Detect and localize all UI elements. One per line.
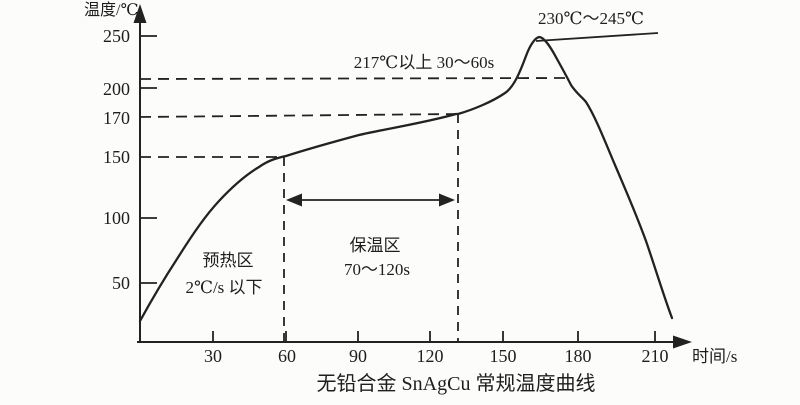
- soak-zone-duration-label: 70～120s: [344, 260, 410, 279]
- x-tick-label-60: 60: [278, 346, 296, 366]
- y-tick-label-200: 200: [103, 79, 130, 99]
- y-axis-arrowhead-icon: [133, 4, 147, 23]
- y-tick-label-50: 50: [112, 273, 130, 293]
- soak-arrow-left-head-icon: [286, 193, 302, 207]
- x-tick-label-90: 90: [349, 346, 367, 366]
- peak-callout-line: [535, 32, 659, 42]
- y-tick-label-170: 170: [103, 108, 130, 128]
- y-tick-label-150: 150: [103, 147, 130, 167]
- temperature-curve: [138, 35, 674, 323]
- preheat-rate-label: 2℃/s 以下: [185, 278, 262, 297]
- soak-arrow-right-head-icon: [439, 193, 455, 207]
- y-tick-label-100: 100: [103, 208, 130, 228]
- above-217c-annotation: 217℃以上 30～60s: [354, 53, 494, 72]
- peak-range-annotation: 230℃～245℃: [538, 9, 644, 28]
- preheat-zone-label: 预热区: [203, 251, 254, 270]
- x-axis-title: 时间/s: [692, 347, 737, 366]
- dashed-line-217c: [139, 77, 567, 80]
- x-axis-arrowhead-icon: [673, 335, 692, 349]
- y-axis-title: 温度/℃: [84, 1, 138, 19]
- x-tick-label-150: 150: [490, 346, 517, 366]
- x-tick-label-180: 180: [565, 346, 592, 366]
- chart-caption: 无铅合金 SnAgCu 常规温度曲线: [317, 372, 596, 395]
- soak-zone-label: 保温区: [350, 236, 401, 255]
- x-tick-label-210: 210: [642, 346, 669, 366]
- y-tick-label-250: 250: [103, 26, 130, 46]
- dashed-line-170c: [139, 113, 458, 118]
- x-tick-label-30: 30: [204, 346, 222, 366]
- x-tick-label-120: 120: [417, 346, 444, 366]
